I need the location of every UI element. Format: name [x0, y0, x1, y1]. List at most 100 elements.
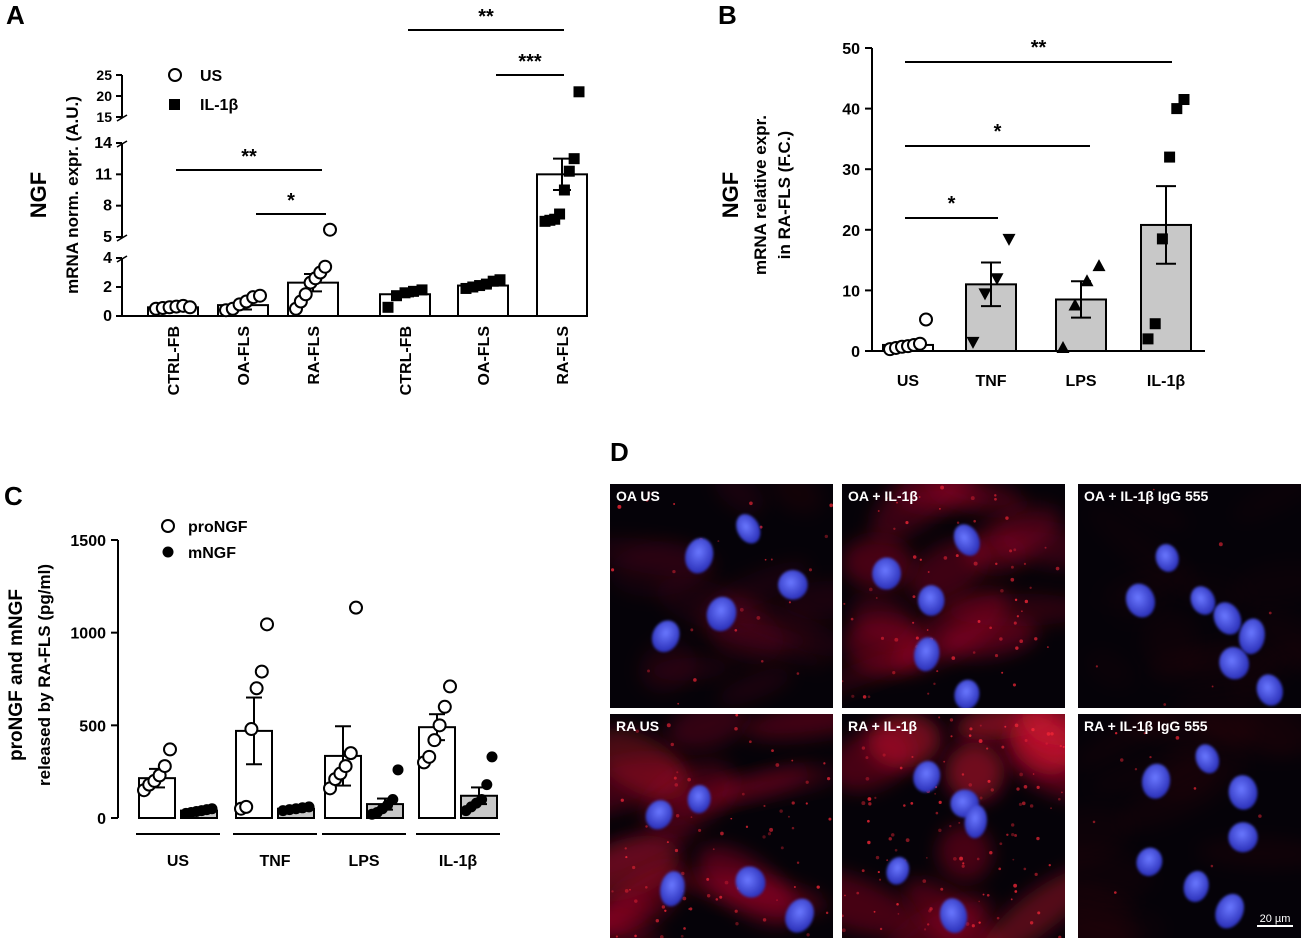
micrograph-punctate-stain: [829, 503, 833, 508]
micrograph-punctate-stain: [842, 914, 844, 918]
micrograph-punctate-stain: [1024, 599, 1029, 604]
micrograph-punctate-stain: [1149, 756, 1152, 759]
micrograph-punctate-stain: [912, 595, 916, 599]
micrograph-punctate-stain: [903, 804, 906, 807]
micrograph-punctate-stain: [719, 895, 723, 899]
micrograph-punctate-stain: [706, 877, 710, 881]
micrograph-punctate-stain: [987, 779, 991, 783]
micrograph-punctate-stain: [896, 902, 899, 906]
micrograph-cytoplasm-stain: [713, 623, 810, 650]
micrograph-punctate-stain: [986, 747, 989, 750]
micrograph-punctate-stain: [674, 848, 679, 853]
chart-a-bar: [536, 173, 588, 317]
chart-c-point: [349, 600, 363, 615]
micrograph-punctate-stain: [867, 840, 871, 845]
chart-a-plot: 0 2 4 5 8 11 14 15 20 25 CTRL-FB OA-FLS RA-FLS CTRL-F…: [94, 6, 588, 395]
micrograph-punctate-stain: [670, 742, 674, 747]
micrograph-punctate-stain: [919, 558, 922, 561]
micrograph-panel: OA + IL-1β: [842, 484, 1065, 708]
micrograph-punctate-stain: [926, 629, 929, 631]
micrograph-label: OA + IL-1β: [848, 488, 918, 504]
micrograph-punctate-stain: [1036, 785, 1040, 789]
chart-c-point: [249, 681, 264, 696]
micrograph-punctate-stain: [912, 555, 917, 559]
micrograph-punctate-stain: [629, 888, 631, 891]
chart-c-x-tick-label: US: [167, 853, 190, 870]
chart-b-y-tick-label: 50: [842, 41, 860, 58]
micrograph-punctate-stain: [673, 776, 677, 780]
micrograph-punctate-stain: [969, 727, 973, 731]
micrograph-punctate-stain: [645, 498, 649, 502]
micrograph-punctate-stain: [666, 723, 671, 728]
micrograph-punctate-stain: [793, 885, 796, 888]
micrograph-nucleus: [685, 538, 714, 574]
micrograph-punctate-stain: [735, 922, 739, 926]
micrograph-nucleus: [1141, 763, 1171, 799]
micrograph-punctate-stain: [910, 801, 914, 805]
micrograph-punctate-stain: [1218, 542, 1223, 547]
chart-b-point: [1002, 233, 1016, 246]
micrograph-punctate-stain: [645, 885, 648, 889]
micrograph-punctate-stain: [824, 534, 829, 539]
chart-a-point: [408, 285, 419, 297]
micrograph-punctate-stain: [1034, 872, 1038, 876]
micrograph-punctate-stain: [687, 777, 691, 782]
chart-b-y-tick-label: 20: [842, 223, 860, 240]
chart-a-point: [558, 184, 570, 196]
micrograph-punctate-stain: [929, 907, 933, 911]
micrograph-punctate-stain: [1210, 864, 1214, 868]
micrograph-nucleus: [778, 570, 808, 600]
scale-bar-label: 20 µm: [1260, 913, 1291, 925]
micrograph-punctate-stain: [617, 504, 622, 509]
micrograph-content: [1095, 488, 1301, 706]
micrograph-label: RA US: [616, 718, 659, 734]
micrograph-nucleus: [1256, 674, 1283, 706]
micrograph-punctate-stain: [943, 556, 948, 560]
chart-c-legend-marker-mngf: [162, 546, 174, 558]
micrograph-punctate-stain: [926, 857, 928, 859]
chart-a-point: [298, 287, 313, 302]
micrograph-punctate-stain: [998, 867, 1002, 871]
micrograph-punctate-stain: [816, 885, 820, 889]
micrograph-punctate-stain: [625, 855, 628, 859]
chart-a-significance-label: **: [478, 6, 494, 28]
chart-a-point: [474, 280, 486, 292]
micrograph-punctate-stain: [868, 802, 872, 806]
chart-a-point: [480, 278, 492, 290]
micrograph-punctate-stain: [851, 694, 855, 698]
micrograph-nucleus: [687, 784, 711, 814]
micrograph-punctate-stain: [938, 828, 942, 833]
micrograph-nucleus: [1190, 586, 1216, 615]
chart-c-point: [476, 793, 488, 805]
micrograph-punctate-stain: [1193, 787, 1197, 790]
micrograph-cytoplasm-stain: [937, 824, 992, 882]
micrograph-punctate-stain: [894, 848, 898, 852]
chart-b-bar: [1055, 298, 1107, 352]
micrograph-punctate-stain: [958, 821, 961, 824]
micrograph-nucleus: [954, 679, 980, 708]
micrograph-label: OA + IL-1β IgG 555: [1084, 488, 1209, 504]
micrograph-punctate-stain: [995, 562, 998, 566]
micrograph-cytoplasm-stain: [718, 767, 833, 801]
micrograph-punctate-stain: [730, 817, 733, 820]
chart-a-x-tick-label: OA-FLS: [476, 326, 493, 386]
micrograph-punctate-stain: [1143, 732, 1146, 735]
micrograph-nucleus: [735, 866, 766, 898]
micrograph-punctate-stain: [892, 671, 896, 675]
micrograph-punctate-stain: [1011, 565, 1014, 569]
micrograph-punctate-stain: [771, 749, 774, 753]
chart-c-point: [244, 722, 259, 737]
chart-c-ylabel-2: released by RA-FLS (pg/ml): [35, 564, 54, 786]
chart-b-significance-label: *: [994, 121, 1002, 143]
chart-a-x-tick-label: CTRL-FB: [398, 326, 415, 395]
micrograph-punctate-stain: [634, 899, 638, 903]
micrograph-punctate-stain: [660, 935, 664, 938]
micrograph-panel: OA US: [610, 484, 833, 708]
micrograph-cytoplasm-stain: [842, 868, 918, 937]
micrograph-punctate-stain: [788, 601, 791, 604]
micrograph-punctate-stain: [965, 922, 970, 926]
chart-c-legend-label-mngf: mNGF: [188, 545, 236, 562]
micrograph-punctate-stain: [1032, 773, 1035, 775]
chart-a-y-tick-label: 11: [95, 166, 112, 183]
